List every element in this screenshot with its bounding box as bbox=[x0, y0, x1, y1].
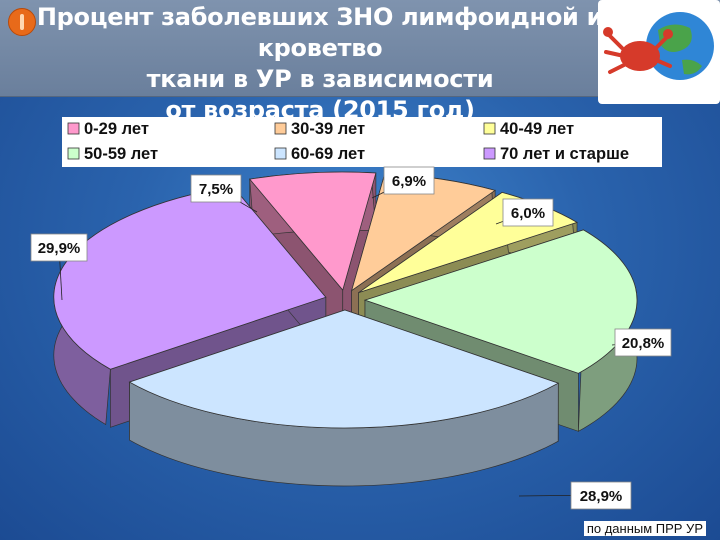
title-line-1: Процент заболевших ЗНО лимфоидной и кров… bbox=[36, 3, 604, 62]
legend-label-1: 30-39 лет bbox=[291, 120, 365, 138]
data-label-box bbox=[30, 233, 88, 262]
page-title: Процент заболевших ЗНО лимфоидной и кров… bbox=[0, 2, 640, 126]
legend-swatch-3 bbox=[67, 147, 80, 160]
data-label-4: 28,9% bbox=[580, 488, 623, 505]
pie-slice-top bbox=[53, 185, 327, 370]
emblem-logo bbox=[8, 8, 36, 36]
legend-swatch-1 bbox=[274, 122, 287, 135]
data-label-box bbox=[190, 174, 242, 203]
legend-label-5: 70 лет и старше bbox=[500, 145, 629, 163]
legend-label-2: 40-49 лет bbox=[500, 120, 574, 138]
data-label-2: 6,0% bbox=[511, 205, 545, 222]
pie-slice-top bbox=[128, 309, 560, 429]
data-label-box bbox=[383, 166, 435, 195]
data-label-0: 7,5% bbox=[199, 181, 233, 198]
legend-label-0: 0-29 лет bbox=[84, 120, 149, 138]
legend-label-4: 60-69 лет bbox=[291, 145, 365, 163]
pie-slice-top bbox=[363, 229, 638, 374]
crab-globe-logo bbox=[598, 0, 720, 104]
legend-swatch-0 bbox=[67, 122, 80, 135]
pie-slice-4 bbox=[128, 309, 560, 487]
data-label-1: 6,9% bbox=[392, 173, 426, 190]
data-label-box bbox=[570, 481, 632, 510]
legend-swatch-4 bbox=[274, 147, 287, 160]
data-label-3: 20,8% bbox=[622, 335, 665, 352]
data-label-5: 29,9% bbox=[38, 240, 81, 257]
legend-swatch-5 bbox=[483, 147, 496, 160]
source-note: по данным ПРР УР bbox=[583, 521, 706, 536]
crab-globe-icon bbox=[603, 12, 714, 80]
legend-swatch-2 bbox=[483, 122, 496, 135]
legend-label-3: 50-59 лет bbox=[84, 145, 158, 163]
data-label-box bbox=[502, 198, 554, 227]
pie-slice-top bbox=[248, 171, 377, 291]
data-label-box bbox=[614, 328, 672, 357]
legend-background bbox=[62, 117, 662, 167]
title-line-2: ткани в УР в зависимости bbox=[146, 65, 494, 93]
